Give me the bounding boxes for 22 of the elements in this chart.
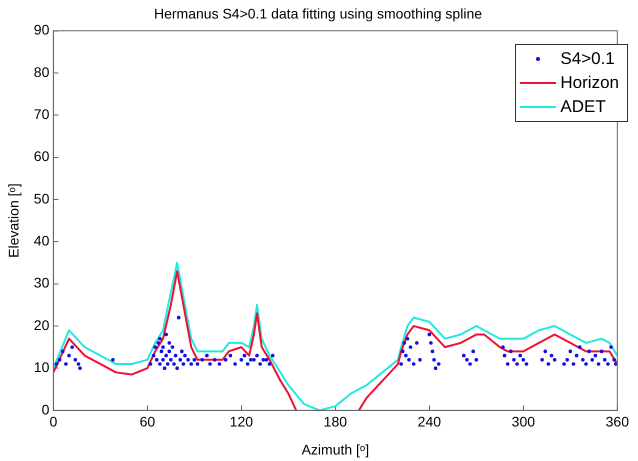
chart-title: Hermanus S4>0.1 data fitting using smoothing spline	[154, 5, 482, 22]
y-tick-label: 30	[34, 274, 50, 291]
x-tick-label: 300	[512, 414, 536, 430]
y-tick-label: 90	[34, 22, 50, 38]
y-tick-label: 60	[34, 148, 50, 164]
y-tick-label: 20	[34, 316, 50, 333]
y-tick-label: 10	[34, 359, 50, 376]
x-tick-label: 60	[140, 414, 156, 430]
y-tick-label: 0	[42, 401, 50, 418]
y-tick-label: 80	[34, 64, 50, 80]
y-tick-label: 40	[34, 232, 50, 249]
legend-label: ADET	[560, 97, 606, 117]
y-tick-label: 50	[34, 190, 50, 206]
x-axis-title: Azimuth [ᵒ]	[302, 441, 370, 458]
y-axis-title: Elevation [ᵒ]	[5, 183, 22, 258]
y-tick-label: 70	[34, 106, 50, 122]
x-tick-label: 180	[324, 414, 348, 430]
x-tick-label: 240	[418, 414, 442, 430]
x-tick-label: 120	[230, 414, 254, 430]
legend-label: S4>0.1	[560, 49, 615, 69]
legend-label: Horizon	[560, 73, 619, 93]
x-tick-label: 360	[606, 414, 630, 430]
